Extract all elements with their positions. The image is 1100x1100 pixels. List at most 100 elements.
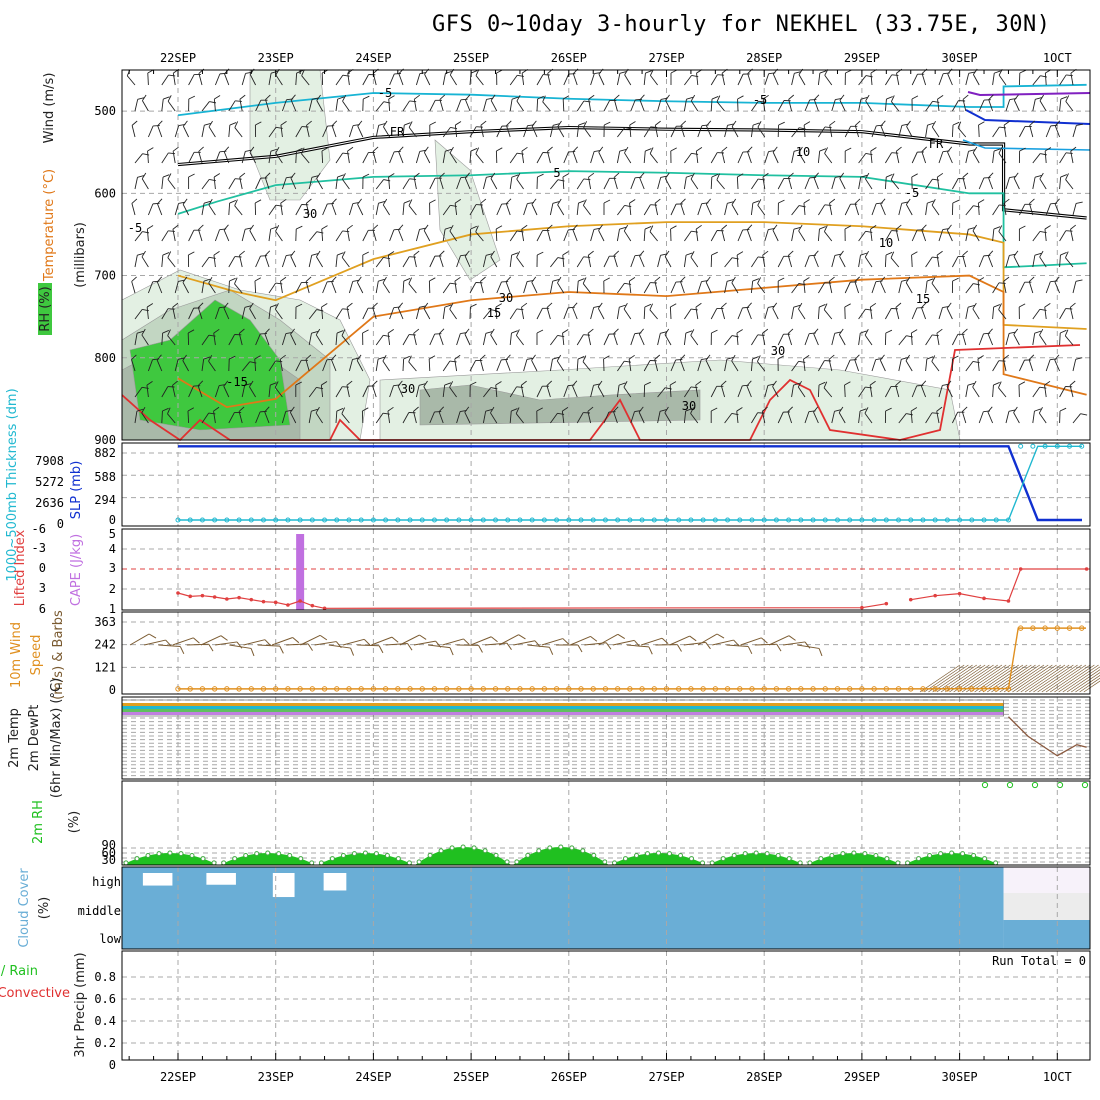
wind-barb (761, 406, 768, 424)
wind-barb-flag (716, 230, 724, 232)
wind-barb-staff (1059, 230, 1067, 242)
wind-barb-staff (249, 74, 257, 86)
wind-barb (223, 380, 230, 398)
wind-barb-flag (388, 251, 395, 256)
wind-barb-flag (213, 173, 221, 178)
wind-barb-staff (998, 387, 1007, 398)
wind-barb-flag (336, 330, 344, 334)
wind-barb (831, 253, 842, 268)
wind-barb-staff (972, 386, 980, 398)
wind-barb-flag (511, 408, 518, 412)
wind-barb-staff (750, 125, 754, 138)
wind-barb-staff (572, 229, 578, 242)
ylabel-2m-rh: 2m RH (31, 800, 46, 844)
wind-speed-marker (1066, 625, 1073, 631)
wind-barb-staff (201, 281, 205, 294)
wind-barb-flag (772, 146, 778, 153)
wind-barb-flag (290, 328, 295, 335)
wind-barb-flag (546, 302, 553, 308)
wind-barb-flag (316, 172, 321, 179)
wind-barb-flag (998, 303, 1002, 310)
wind-barb (813, 94, 820, 112)
surface-wind-barb (129, 633, 157, 646)
wind-barb-staff (549, 359, 553, 372)
surface-barb-flag (208, 643, 214, 652)
surface-wind-barb (697, 633, 725, 646)
wind-barb (495, 303, 502, 320)
wind-barb-flag (470, 148, 478, 152)
wind-barb (670, 359, 683, 372)
wind-barb-staff (362, 152, 369, 164)
wind-barb (254, 121, 262, 138)
wind-barb-staff (1045, 125, 1052, 138)
wind-barb-flag (844, 147, 852, 152)
wind-speed-marker (553, 686, 560, 692)
wind-barb-flag (793, 226, 801, 230)
wind-barb-staff (372, 151, 377, 164)
wind-barb (952, 178, 965, 190)
wind-barb-staff (895, 385, 900, 398)
wind-barb-staff (290, 99, 297, 112)
wind-barb-staff (1018, 282, 1026, 294)
wind-barb-flag (321, 303, 328, 308)
wind-barb-staff (1059, 177, 1062, 190)
thickness-marker (883, 517, 889, 523)
wind-barb (280, 121, 287, 138)
wind-barb-staff (630, 255, 636, 268)
wind-speed-marker (1030, 625, 1036, 631)
wind-barb (428, 277, 436, 294)
wind-barb-staff (697, 125, 703, 138)
wind-barb (1044, 380, 1051, 398)
wind-barb (131, 198, 138, 216)
wind-barb-flag (341, 251, 346, 258)
strong-wind-barb (957, 664, 998, 693)
wind-barb (362, 229, 375, 242)
wind-barb-staff (449, 308, 457, 320)
wind-barb-flag (290, 250, 296, 257)
wind-barb-staff (362, 385, 369, 398)
wind-barb (516, 173, 524, 190)
wind-barb-flag (321, 225, 328, 230)
surface-barb-staff (726, 644, 749, 648)
wind-barb-staff (167, 413, 176, 424)
wind-barb-staff (316, 178, 323, 190)
wind-barb (925, 122, 935, 138)
wind-barb-flag (1065, 95, 1070, 102)
wind-barb-flag (794, 71, 801, 74)
wind-barb (630, 98, 643, 112)
wind-speed-marker (456, 686, 462, 692)
wind-barb (657, 409, 667, 424)
lifted-index-point (237, 595, 241, 600)
wind-barb-flag (787, 328, 794, 334)
y-tick-wind: 363 (94, 615, 116, 629)
wind-barb (803, 277, 810, 294)
panel-temp2m (121, 696, 1091, 780)
wind-barb (1019, 125, 1032, 138)
wind-barb-staff (347, 151, 350, 164)
wind-barb (239, 172, 246, 190)
wind-barb-staff (576, 178, 585, 190)
wind-barb-staff (1065, 101, 1074, 112)
wind-barb (516, 94, 524, 112)
wind-barb-staff (475, 231, 484, 242)
wind-barb-staff (630, 411, 635, 424)
strong-wind-barb (982, 664, 1024, 693)
wind-barb (1018, 281, 1032, 294)
wind-barb (423, 380, 431, 398)
thickness-marker (1079, 443, 1085, 449)
wind-barb-staff (992, 151, 995, 164)
wind-barb-flag (337, 174, 344, 178)
wind-barb-staff (490, 100, 498, 112)
wind-barb-staff (290, 177, 297, 190)
wind-barb (1054, 276, 1061, 294)
wind-barb-flag (193, 307, 201, 309)
wind-barb (588, 172, 595, 190)
thickness-marker (859, 517, 865, 523)
wind-barb-flag (823, 381, 828, 388)
ylabel-temperature: Temperature (°C) (42, 169, 57, 282)
wind-barb-flag (542, 152, 550, 154)
surface-wind-barb (641, 637, 669, 646)
wind-barb-flag (644, 226, 652, 230)
wind-barb-staff (643, 360, 651, 372)
wind-barb-flag (449, 303, 454, 310)
